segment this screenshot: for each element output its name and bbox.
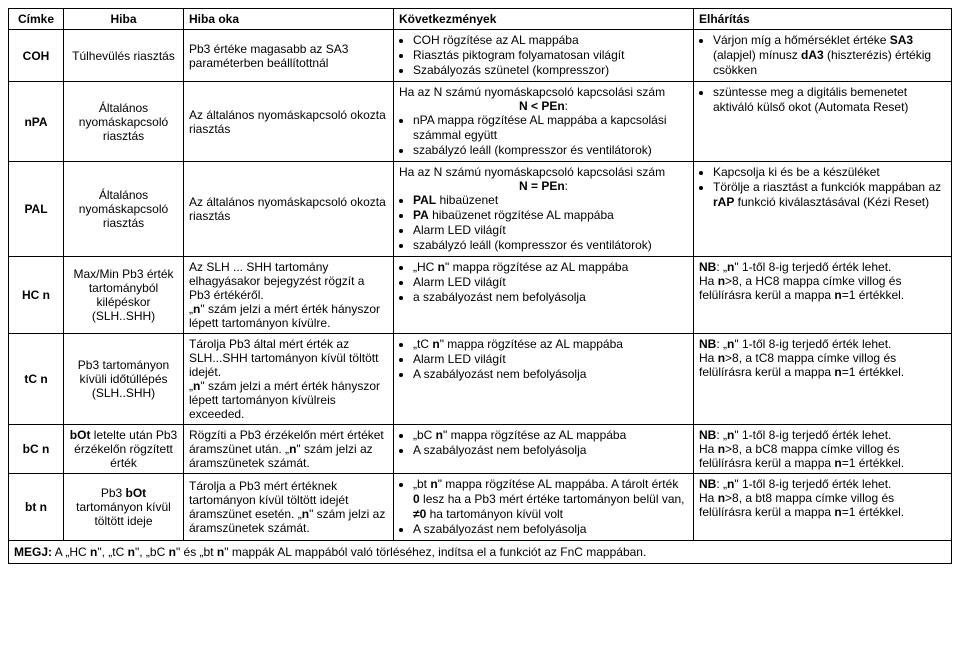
tcn-error: Pb3 tartományon kívüli időtúllépés (SLH.… (64, 334, 184, 425)
fault-table: Címke Hiba Hiba oka Következmények Elhár… (8, 8, 952, 564)
coh-r1: Várjon míg a hőmérséklet értéke SA3 (ala… (713, 33, 946, 78)
npa-label: nPA (9, 82, 64, 162)
btn-error: Pb3 bOt tartományon kívül töltött ideje (64, 474, 184, 541)
bcn-cause: Rögzíti a Pb3 érzékelőn mért értéket ára… (184, 425, 394, 474)
npa-remedy: szüntesse meg a digitális bemenetet akti… (694, 82, 952, 162)
row-coh: COH Túlhevülés riasztás Pb3 értéke magas… (9, 30, 952, 82)
bcn-remedy: NB: „n" 1-től 8-ig terjedő érték lehet. … (694, 425, 952, 474)
pal-error: Általános nyomáskapcsoló riasztás (64, 162, 184, 257)
note-cell: MEGJ: A „HC n", „tC n", „bC n" és „bt n"… (9, 541, 952, 564)
hcn-conseq: „HC n" mappa rögzítése az AL mappába Ala… (394, 257, 694, 334)
pal-c3: Alarm LED világít (413, 223, 688, 238)
npa-c0b: N < PEn: (399, 99, 688, 113)
hcn-error: Max/Min Pb3 érték tartományból kilépésko… (64, 257, 184, 334)
row-tcn: tC n Pb3 tartományon kívüli időtúllépés … (9, 334, 952, 425)
bcn-c1: „bC n" mappa rögzítése az AL mappába (413, 428, 688, 443)
pal-remedy: Kapcsolja ki és be a készüléket Törölje … (694, 162, 952, 257)
hdr-error: Hiba (64, 9, 184, 30)
hcn-c3: a szabályozást nem befolyásolja (413, 290, 688, 305)
coh-c1: COH rögzítése az AL mappába (413, 33, 688, 48)
pal-r1: Kapcsolja ki és be a készüléket (713, 165, 946, 180)
btn-conseq: „bt n" mappa rögzítése AL mappába. A tár… (394, 474, 694, 541)
pal-c4: szabályzó leáll (kompresszor és ventilát… (413, 238, 688, 253)
row-bcn: bC n bOt letelte után Pb3 érzékelőn rögz… (9, 425, 952, 474)
hcn-c2: Alarm LED világít (413, 275, 688, 290)
tcn-remedy: NB: „n" 1-től 8-ig terjedő érték lehet. … (694, 334, 952, 425)
row-npa: nPA Általános nyomáskapcsoló riasztás Az… (9, 82, 952, 162)
pal-c1: PAL hibaüzenet (413, 193, 688, 208)
tcn-c2: Alarm LED világít (413, 352, 688, 367)
hcn-label: HC n (9, 257, 64, 334)
npa-cause: Az általános nyomáskapcsoló okozta riasz… (184, 82, 394, 162)
row-pal: PAL Általános nyomáskapcsoló riasztás Az… (9, 162, 952, 257)
pal-cause: Az általános nyomáskapcsoló okozta riasz… (184, 162, 394, 257)
pal-c0b: N = PEn: (399, 179, 688, 193)
bcn-c2: A szabályozást nem befolyásolja (413, 443, 688, 458)
pal-label: PAL (9, 162, 64, 257)
pal-conseq: Ha az N számú nyomáskapcsoló kapcsolási … (394, 162, 694, 257)
hdr-remedy: Elhárítás (694, 9, 952, 30)
coh-c2: Riasztás piktogram folyamatosan világít (413, 48, 688, 63)
npa-c0: Ha az N számú nyomáskapcsoló kapcsolási … (399, 85, 688, 99)
header-row: Címke Hiba Hiba oka Következmények Elhár… (9, 9, 952, 30)
hdr-label: Címke (9, 9, 64, 30)
hcn-c1: „HC n" mappa rögzítése az AL mappába (413, 260, 688, 275)
row-btn: bt n Pb3 bOt tartományon kívül töltött i… (9, 474, 952, 541)
npa-conseq: Ha az N számú nyomáskapcsoló kapcsolási … (394, 82, 694, 162)
npa-error: Általános nyomáskapcsoló riasztás (64, 82, 184, 162)
row-hcn: HC n Max/Min Pb3 érték tartományból kilé… (9, 257, 952, 334)
coh-remedy: Várjon míg a hőmérséklet értéke SA3 (ala… (694, 30, 952, 82)
tcn-label: tC n (9, 334, 64, 425)
hcn-cause: Az SLH ... SHH tartomány elhagyásakor be… (184, 257, 394, 334)
npa-r1: szüntesse meg a digitális bemenetet akti… (713, 85, 946, 115)
btn-remedy: NB: „n" 1-től 8-ig terjedő érték lehet. … (694, 474, 952, 541)
bcn-error: bOt letelte után Pb3 érzékelőn rögzített… (64, 425, 184, 474)
coh-error: Túlhevülés riasztás (64, 30, 184, 82)
coh-c3: Szabályozás szünetel (kompresszor) (413, 63, 688, 78)
tcn-c3: A szabályozást nem befolyásolja (413, 367, 688, 382)
coh-label: COH (9, 30, 64, 82)
btn-label: bt n (9, 474, 64, 541)
coh-conseq: COH rögzítése az AL mappába Riasztás pik… (394, 30, 694, 82)
npa-c1: nPA mappa rögzítése AL mappába a kapcsol… (413, 113, 688, 143)
hcn-remedy: NB: „n" 1-től 8-ig terjedő érték lehet. … (694, 257, 952, 334)
pal-c0: Ha az N számú nyomáskapcsoló kapcsolási … (399, 165, 688, 179)
npa-c2: szabályzó leáll (kompresszor és ventilát… (413, 143, 688, 158)
pal-r2: Törölje a riasztást a funkciók mappában … (713, 180, 946, 210)
pal-c2: PA hibaüzenet rögzítése AL mappába (413, 208, 688, 223)
btn-c2: A szabályozást nem befolyásolja (413, 522, 688, 537)
hdr-cause: Hiba oka (184, 9, 394, 30)
coh-cause: Pb3 értéke magasabb az SA3 paraméterben … (184, 30, 394, 82)
bcn-conseq: „bC n" mappa rögzítése az AL mappába A s… (394, 425, 694, 474)
tcn-cause: Tárolja Pb3 által mért érték az SLH...SH… (184, 334, 394, 425)
btn-c1: „bt n" mappa rögzítése AL mappába. A tár… (413, 477, 688, 522)
note-row: MEGJ: A „HC n", „tC n", „bC n" és „bt n"… (9, 541, 952, 564)
tcn-conseq: „tC n" mappa rögzítése az AL mappába Ala… (394, 334, 694, 425)
bcn-label: bC n (9, 425, 64, 474)
btn-cause: Tárolja a Pb3 mért értéknek tartományon … (184, 474, 394, 541)
hdr-conseq: Következmények (394, 9, 694, 30)
tcn-c1: „tC n" mappa rögzítése az AL mappába (413, 337, 688, 352)
